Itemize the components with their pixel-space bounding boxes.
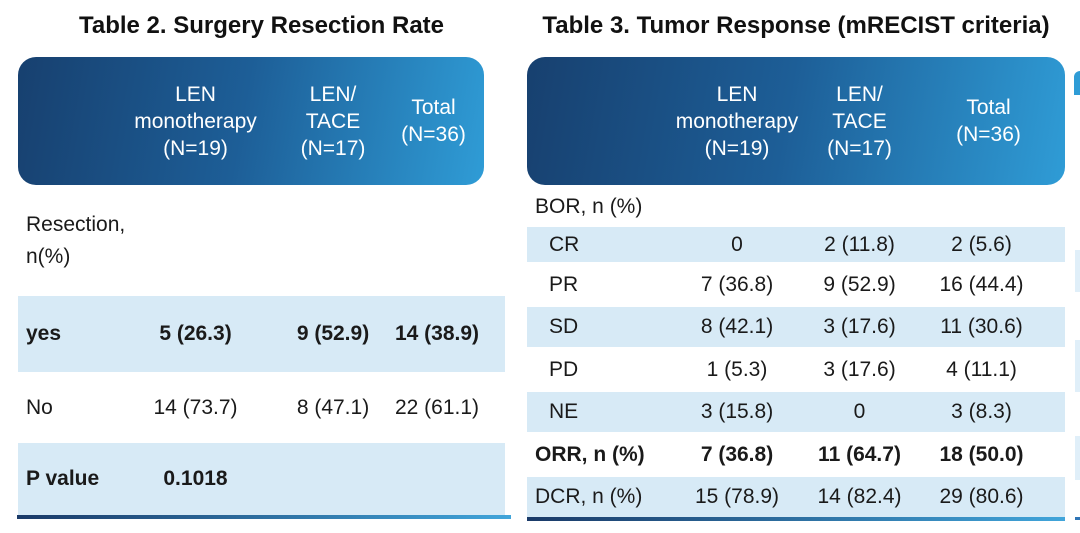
table-row-pd: PD 1 (5.3) 3 (17.6) 4 (11.1) — [527, 347, 1065, 392]
cell-value: 29 (80.6) — [939, 485, 1024, 508]
cell-value: 3 (15.8) — [700, 400, 774, 423]
table-row-no: No 14 (73.7) 8 (47.1) 22 (61.1) — [18, 372, 505, 443]
header-col-line: (N=17) — [300, 136, 366, 160]
table-row-orr: ORR, n (%) 7 (36.8) 11 (64.7) 18 (50.0) — [527, 432, 1065, 477]
cell-value: 18 (50.0) — [939, 442, 1024, 466]
header-col-line: (N=36) — [401, 123, 466, 146]
cell-value: 9 (52.9) — [823, 272, 896, 296]
cell-value: 0.1018 — [163, 467, 228, 490]
table3-title: Table 3. Tumor Response (mRECIST criteri… — [542, 12, 1050, 39]
cell-value: 4 (11.1) — [946, 357, 1017, 381]
table-row-p-value: P value 0.1018 — [18, 443, 505, 515]
cell-value: 11 (30.6) — [940, 315, 1023, 338]
header-col-line: monotherapy — [675, 109, 799, 133]
table-row-yes: yes 5 (26.3) 9 (52.9) 14 (38.9) — [18, 296, 505, 372]
row-label: PR — [549, 272, 579, 296]
cell-value: 7 (36.8) — [700, 442, 774, 466]
header-col-line: monotherapy — [134, 109, 257, 133]
row-label: PD — [549, 357, 579, 381]
table-row-pr: PR 7 (36.8) 9 (52.9) 16 (44.4) — [527, 262, 1065, 307]
row-label: NE — [549, 400, 579, 423]
cell-value: 2 (11.8) — [824, 232, 895, 256]
header-col-line: (N=17) — [827, 136, 892, 160]
table-tumor-response: Table 3. Tumor Response (mRECIST criteri… — [527, 0, 1065, 533]
table-row-ne: NE 3 (15.8) 0 3 (8.3) — [527, 392, 1065, 432]
cell-value: 7 (36.8) — [700, 272, 774, 296]
cell-value: 22 (61.1) — [394, 395, 480, 419]
cropped-table-row-sliver — [1075, 250, 1080, 292]
cell-value: 8 (47.1) — [296, 395, 370, 419]
cell-value: 15 (78.9) — [694, 485, 780, 508]
row-label: BOR, n (%) — [535, 195, 643, 218]
table3-header-col-total: Total (N=36) — [912, 94, 1065, 148]
cell-value: 3 (17.6) — [823, 357, 896, 381]
header-col-line: (N=19) — [163, 136, 228, 160]
table2-header-col-len-tace: LEN/ TACE (N=17) — [283, 81, 383, 162]
table2-title: Table 2. Surgery Resection Rate — [78, 12, 444, 39]
table3-header-col-len-monotherapy: LEN monotherapy (N=19) — [667, 81, 807, 162]
row-label: yes — [26, 322, 62, 345]
cropped-table-row-sliver — [1075, 340, 1080, 392]
cell-value: 2 (5.6) — [951, 232, 1012, 256]
header-col-line: Total — [966, 96, 1011, 119]
cell-value: 0 — [731, 232, 743, 256]
table-surgery-resection-rate: Table 2. Surgery Resection Rate LEN mono… — [17, 0, 511, 533]
table-row-cr: CR 0 2 (11.8) 2 (5.6) — [527, 227, 1065, 262]
cell-value: 14 (38.9) — [394, 322, 480, 345]
row-label: CR — [549, 232, 580, 256]
row-label: ORR, n (%) — [535, 442, 645, 466]
table2-header-col-len-monotherapy: LEN monotherapy (N=19) — [108, 81, 283, 162]
header-col-line: (N=36) — [956, 123, 1021, 146]
cell-value: 3 (17.6) — [823, 315, 896, 338]
table-row-resection: Resection, n(%) — [18, 185, 505, 296]
table3-header-row: LEN monotherapy (N=19) LEN/ TACE (N=17) … — [527, 57, 1065, 185]
row-label: No — [26, 395, 53, 419]
cell-value: 8 (42.1) — [700, 315, 774, 338]
header-col-line: TACE — [832, 109, 887, 133]
table3-bottom-rule — [527, 517, 1065, 521]
header-col-line: TACE — [305, 109, 361, 133]
row-label: Resection, n(%) — [26, 212, 126, 268]
row-label: SD — [549, 315, 579, 338]
row-label: DCR, n (%) — [535, 485, 643, 508]
cell-value: 5 (26.3) — [159, 322, 232, 345]
cell-value: 16 (44.4) — [939, 272, 1024, 296]
table2-header-col-total: Total (N=36) — [383, 94, 484, 148]
cell-value: 9 (52.9) — [296, 322, 370, 345]
cropped-table-rule-sliver — [1075, 517, 1080, 520]
header-col-line: LEN — [175, 82, 216, 106]
header-col-line: LEN/ — [309, 82, 357, 106]
table-row-dcr: DCR, n (%) 15 (78.9) 14 (82.4) 29 (80.6) — [527, 477, 1065, 517]
table3-header-col-len-tace: LEN/ TACE (N=17) — [807, 81, 912, 162]
cell-value: 14 (82.4) — [817, 485, 902, 508]
header-col-line: Total — [411, 96, 456, 119]
table2-header-row: LEN monotherapy (N=19) LEN/ TACE (N=17) … — [18, 57, 484, 185]
row-label: P value — [26, 467, 100, 490]
table-row-sd: SD 8 (42.1) 3 (17.6) 11 (30.6) — [527, 307, 1065, 347]
table-row-bor: BOR, n (%) — [527, 187, 1065, 227]
cell-value: 11 (64.7) — [818, 442, 901, 466]
table2-bottom-rule — [17, 515, 511, 519]
cell-value: 14 (73.7) — [153, 395, 238, 419]
cropped-table-header-sliver — [1074, 71, 1080, 95]
header-col-line: (N=19) — [704, 136, 770, 160]
header-col-line: LEN — [716, 82, 758, 106]
cropped-table-row-sliver — [1075, 436, 1080, 480]
header-col-line: LEN/ — [836, 82, 883, 106]
cell-value: 0 — [853, 400, 866, 423]
cell-value: 3 (8.3) — [951, 400, 1012, 423]
cell-value: 1 (5.3) — [706, 357, 768, 381]
